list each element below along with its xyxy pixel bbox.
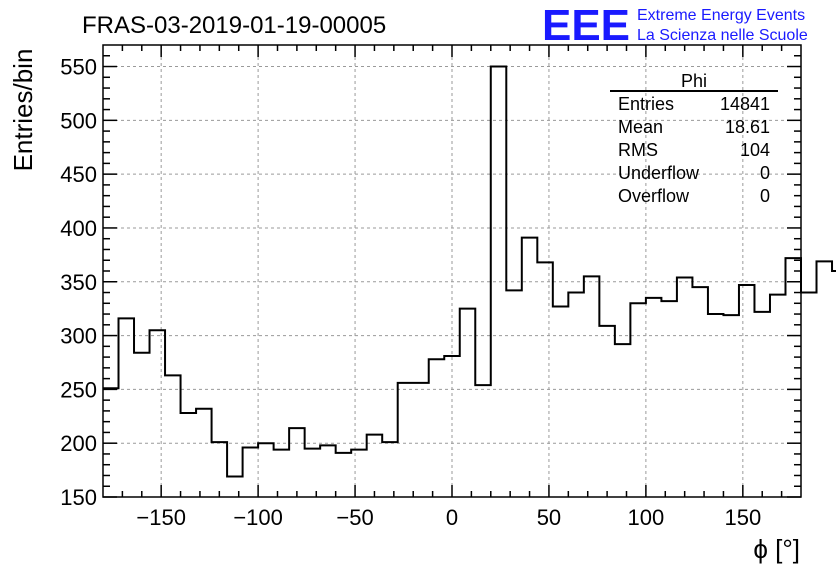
histogram-bin (367, 435, 383, 497)
histogram-bin (801, 293, 817, 497)
histogram-bin (615, 344, 631, 497)
histogram-bin (739, 285, 755, 497)
x-tick-label: 150 (724, 505, 761, 530)
eee-logo: EEE Extreme Energy Events La Scienza nel… (542, 1, 808, 50)
x-tick-label: 100 (628, 505, 665, 530)
y-tick-labels: 150 200 250 300 350 400 450 500 550 (60, 55, 97, 510)
histogram-bin (630, 303, 646, 497)
histogram-bin (103, 388, 119, 497)
stats-value: 14841 (720, 94, 770, 114)
y-axis-title: Entries/bin (8, 49, 38, 172)
stats-value: 18.61 (725, 117, 770, 137)
histogram-bin (181, 413, 197, 497)
histogram-bin (568, 293, 584, 497)
histogram-bin (196, 409, 212, 497)
histogram-bin (506, 290, 522, 497)
histogram-bin (723, 315, 739, 497)
histogram-bin (708, 314, 724, 497)
logo-line-1: Extreme Energy Events (637, 7, 805, 24)
x-tick-label: −100 (233, 505, 283, 530)
stats-label: Entries (618, 94, 674, 114)
histogram-bin (599, 326, 615, 497)
chart-title: FRAS-03-2019-01-19-00005 (82, 12, 386, 39)
stats-label: Mean (618, 117, 663, 137)
histogram-line (103, 65, 836, 478)
x-tick-label: −50 (336, 505, 373, 530)
histogram-bin (444, 356, 460, 497)
stats-label: RMS (618, 140, 658, 160)
y-tick-label: 200 (60, 431, 97, 456)
histogram-bin (817, 261, 833, 497)
x-tick-label: 0 (446, 505, 458, 530)
stats-value: 0 (760, 163, 770, 183)
stats-value: 0 (760, 186, 770, 206)
x-axis-title: ϕ [°] (753, 534, 800, 564)
histogram-bin (398, 383, 414, 497)
histogram-bin (832, 271, 836, 497)
histogram-bin (351, 450, 367, 497)
y-tick-label: 400 (60, 216, 97, 241)
histogram-bin (677, 277, 693, 497)
histogram-bin (429, 359, 445, 497)
histogram-bin (460, 309, 476, 497)
grid (103, 45, 801, 498)
stats-title: Phi (681, 71, 707, 91)
histogram-bin (274, 450, 290, 497)
stats-label: Underflow (618, 163, 700, 183)
histogram-bin (692, 287, 708, 497)
axis-ticks (103, 45, 801, 498)
histogram-bin (289, 428, 305, 497)
histogram-bin (661, 301, 677, 497)
histogram-bin (336, 453, 352, 497)
histogram-bin (165, 375, 181, 497)
logo-mark: EEE (542, 1, 630, 50)
y-tick-label: 300 (60, 324, 97, 349)
x-tick-labels: −150 −100 −50 0 50 100 150 (136, 505, 761, 530)
histogram-bin (475, 385, 491, 497)
histogram-bin (413, 383, 429, 497)
histogram-bin (785, 258, 801, 497)
y-tick-label: 500 (60, 108, 97, 133)
histogram-bin (227, 477, 243, 497)
histogram-bin (553, 307, 569, 497)
histogram-bin (646, 298, 662, 497)
histogram-bin (382, 442, 398, 497)
x-tick-label: 50 (537, 505, 561, 530)
y-tick-label: 150 (60, 485, 97, 510)
histogram-bin (522, 238, 538, 497)
histogram-bin (491, 67, 507, 497)
histogram-bin (243, 447, 259, 497)
histogram-bin (754, 312, 770, 497)
histogram-bin (134, 353, 150, 497)
logo-line-2: La Scienza nelle Scuole (637, 27, 808, 44)
plot-frame (102, 44, 802, 498)
histogram-bin (119, 318, 135, 497)
stats-label: Overflow (618, 186, 690, 206)
y-tick-label: 550 (60, 55, 97, 80)
stats-box: Phi Entries 14841 Mean 18.61 RMS 104 Underflow… (610, 71, 778, 206)
stats-value: 104 (740, 140, 770, 160)
histogram-bin (770, 295, 786, 497)
histogram-bin (305, 449, 321, 497)
x-tick-label: −150 (136, 505, 186, 530)
y-tick-label: 250 (60, 377, 97, 402)
histogram-bin (537, 262, 553, 497)
histogram-bin (258, 443, 274, 497)
y-tick-label: 450 (60, 162, 97, 187)
histogram-bin (584, 276, 600, 497)
histogram-bin (150, 330, 166, 497)
y-tick-label: 350 (60, 270, 97, 295)
histogram-bin (320, 445, 336, 497)
histogram-bin (212, 442, 228, 497)
